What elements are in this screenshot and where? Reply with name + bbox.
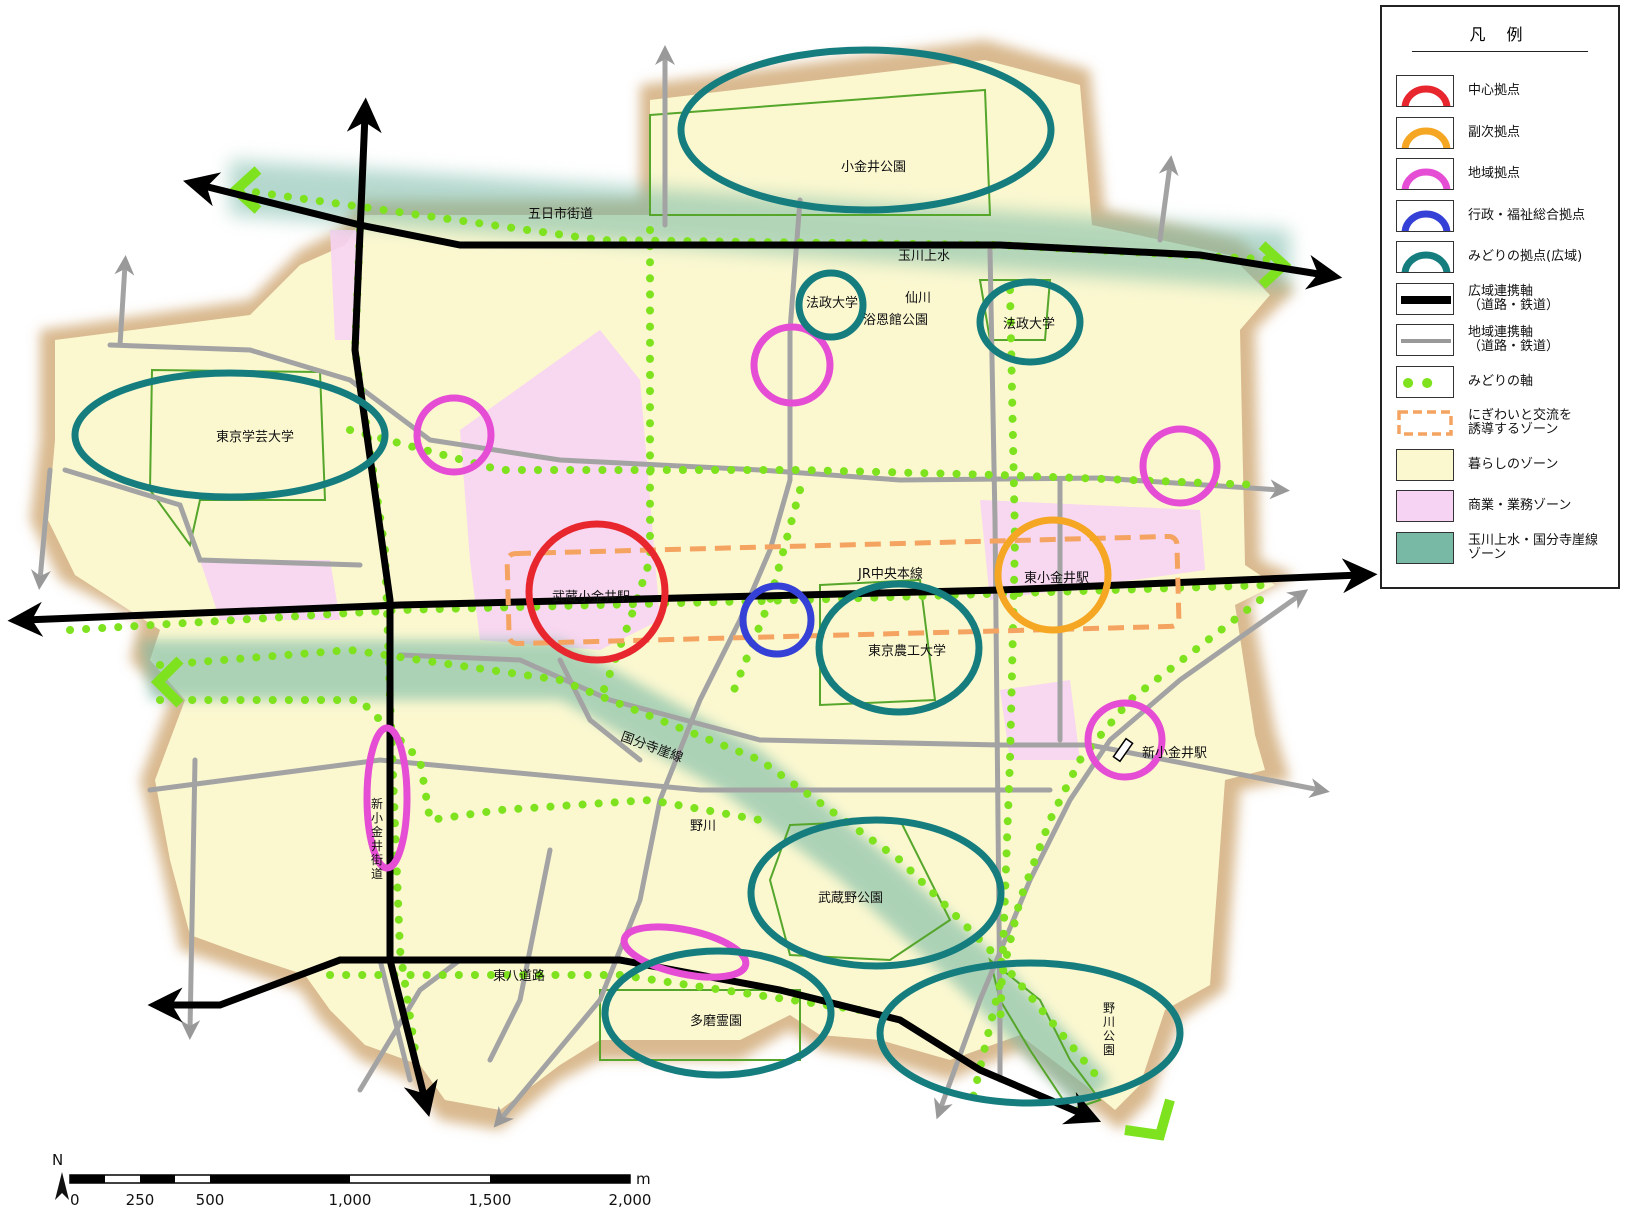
legend-swatch	[1396, 75, 1454, 107]
label-yokukan: 浴恩館公園	[863, 313, 928, 328]
legend-item: 暮らしのゾーン	[1396, 448, 1616, 485]
scale-tick-label: 250	[126, 1191, 155, 1209]
scale-tick-label: 0	[70, 1191, 80, 1209]
lively-exchange-zone	[504, 533, 1182, 647]
label-koganei-park: 小金井公園	[841, 159, 906, 175]
label-shin-koganei-kaido: 新小金井街道	[371, 796, 383, 881]
label-nogawa-park: 野川公園	[1103, 1001, 1115, 1057]
green-hub-ring	[976, 278, 1084, 366]
scale-bar: N m 0 250 500 1,000 1,500 2,000	[52, 1151, 651, 1209]
legend-item: 行政・福祉総合拠点	[1396, 199, 1616, 236]
label-musashino-park: 武蔵野公園	[818, 891, 883, 906]
legend-swatch	[1396, 324, 1454, 356]
legend-swatch	[1396, 199, 1454, 232]
legend-swatch	[1396, 282, 1454, 315]
legend-item: にぎわいと交流を 誘導するゾーン	[1396, 407, 1616, 443]
scale-tick-label: 2,000	[609, 1191, 652, 1209]
scale-tick-label: 1,000	[329, 1191, 372, 1209]
shin-koganei-station-marker	[1112, 737, 1134, 763]
label-noukou: 東京農工大学	[868, 643, 946, 659]
label-itsukaichi: 五日市街道	[528, 206, 593, 222]
legend-item: 玉川上水・国分寺崖線 ゾーン	[1396, 531, 1616, 568]
legend: 凡 例 中心拠点副次拠点地域拠点行政・福祉総合拠点 みどりの拠点(広域) 広域連携軸…	[1380, 5, 1620, 589]
legend-item: 地域拠点	[1396, 158, 1616, 194]
green-hub-ring	[747, 816, 1005, 970]
legend-label: 副次拠点	[1468, 124, 1521, 140]
legend-swatch	[1396, 407, 1454, 439]
map-labels: 五日市街道 玉川上水 仙川 浴恩館公園 法政大学 法政大学 小金井公園 東京学芸…	[216, 159, 1207, 1029]
legend-swatch	[1396, 448, 1454, 481]
green-hub-ring	[677, 46, 1055, 214]
green-hub-ring	[795, 269, 867, 341]
label-tamagawa: 玉川上水	[898, 249, 950, 264]
legend-item: 副次拠点	[1396, 116, 1616, 153]
regional-hub-ring	[413, 394, 495, 476]
legend-item: みどりの拠点(広域)	[1396, 241, 1616, 277]
legend-item: 地域連携軸 （道路・鉄道）	[1396, 324, 1616, 360]
legend-swatch	[1396, 116, 1454, 149]
green-hub-ring	[876, 959, 1184, 1107]
legend-item: 中心拠点	[1396, 75, 1616, 111]
green-hub-ring	[815, 580, 983, 716]
label-higashihachi: 東八道路	[493, 968, 545, 984]
central-hub-ring	[525, 520, 669, 664]
legend-divider	[1412, 51, 1588, 52]
scale-unit: m	[636, 1170, 651, 1188]
legend-label: みどりの拠点(広域)	[1468, 249, 1583, 264]
regional-hub-ring	[1084, 699, 1166, 781]
north-label: N	[52, 1151, 63, 1169]
regional-hub-ring	[750, 323, 834, 407]
green-hub-ring	[71, 369, 389, 501]
admin-welfare-hub-ring	[739, 582, 815, 658]
legend-label: 広域連携軸 （道路・鉄道）	[1468, 283, 1560, 313]
label-hosei1: 法政大学	[806, 295, 858, 311]
label-nogawa: 野川	[690, 819, 716, 834]
legend-swatch	[1396, 241, 1454, 273]
scale-tick-label: 500	[196, 1191, 225, 1209]
label-tama-reien: 多磨霊園	[690, 1013, 742, 1029]
label-senkawa: 仙川	[905, 291, 931, 306]
north-arrow-icon	[55, 1172, 69, 1200]
legend-label: 商業・業務ゾーン	[1468, 498, 1572, 513]
label-higashi-koganei: 東小金井駅	[1024, 570, 1089, 586]
label-jr-chuo: JR中央本線	[857, 566, 923, 582]
legend-item: 広域連携軸 （道路・鉄道）	[1396, 282, 1616, 319]
legend-item: みどりの軸	[1396, 365, 1616, 402]
legend-label: 地域拠点	[1468, 166, 1521, 181]
legend-swatch	[1396, 158, 1454, 190]
regional-hub-ring	[620, 923, 750, 981]
legend-item: 商業・業務ゾーン	[1396, 490, 1616, 526]
legend-label: 暮らしのゾーン	[1468, 456, 1559, 472]
legend-label: 地域連携軸 （道路・鉄道）	[1468, 325, 1560, 354]
legend-swatch	[1396, 490, 1454, 522]
legend-swatch	[1396, 365, 1454, 398]
legend-label: にぎわいと交流を 誘導するゾーン	[1468, 408, 1573, 437]
secondary-hub-ring	[994, 516, 1112, 634]
scale-tick-label: 1,500	[469, 1191, 512, 1209]
regional-hub-ring	[1139, 425, 1221, 507]
legend-label: 行政・福祉総合拠点	[1468, 207, 1586, 223]
label-shin-koganei: 新小金井駅	[1142, 745, 1207, 761]
hub-rings	[71, 46, 1221, 1107]
label-hosei2: 法政大学	[1003, 316, 1055, 332]
label-gakugei: 東京学芸大学	[216, 429, 294, 445]
legend-label: 玉川上水・国分寺崖線 ゾーン	[1468, 532, 1599, 562]
legend-title: 凡 例	[1469, 25, 1531, 44]
regional-hub-ring	[363, 724, 411, 872]
legend-label: 中心拠点	[1468, 83, 1521, 98]
legend-label: みどりの軸	[1468, 373, 1534, 389]
label-musashi-koganei: 武蔵小金井駅	[552, 589, 630, 605]
legend-swatch	[1396, 531, 1454, 564]
green-hub-ring	[601, 947, 835, 1079]
